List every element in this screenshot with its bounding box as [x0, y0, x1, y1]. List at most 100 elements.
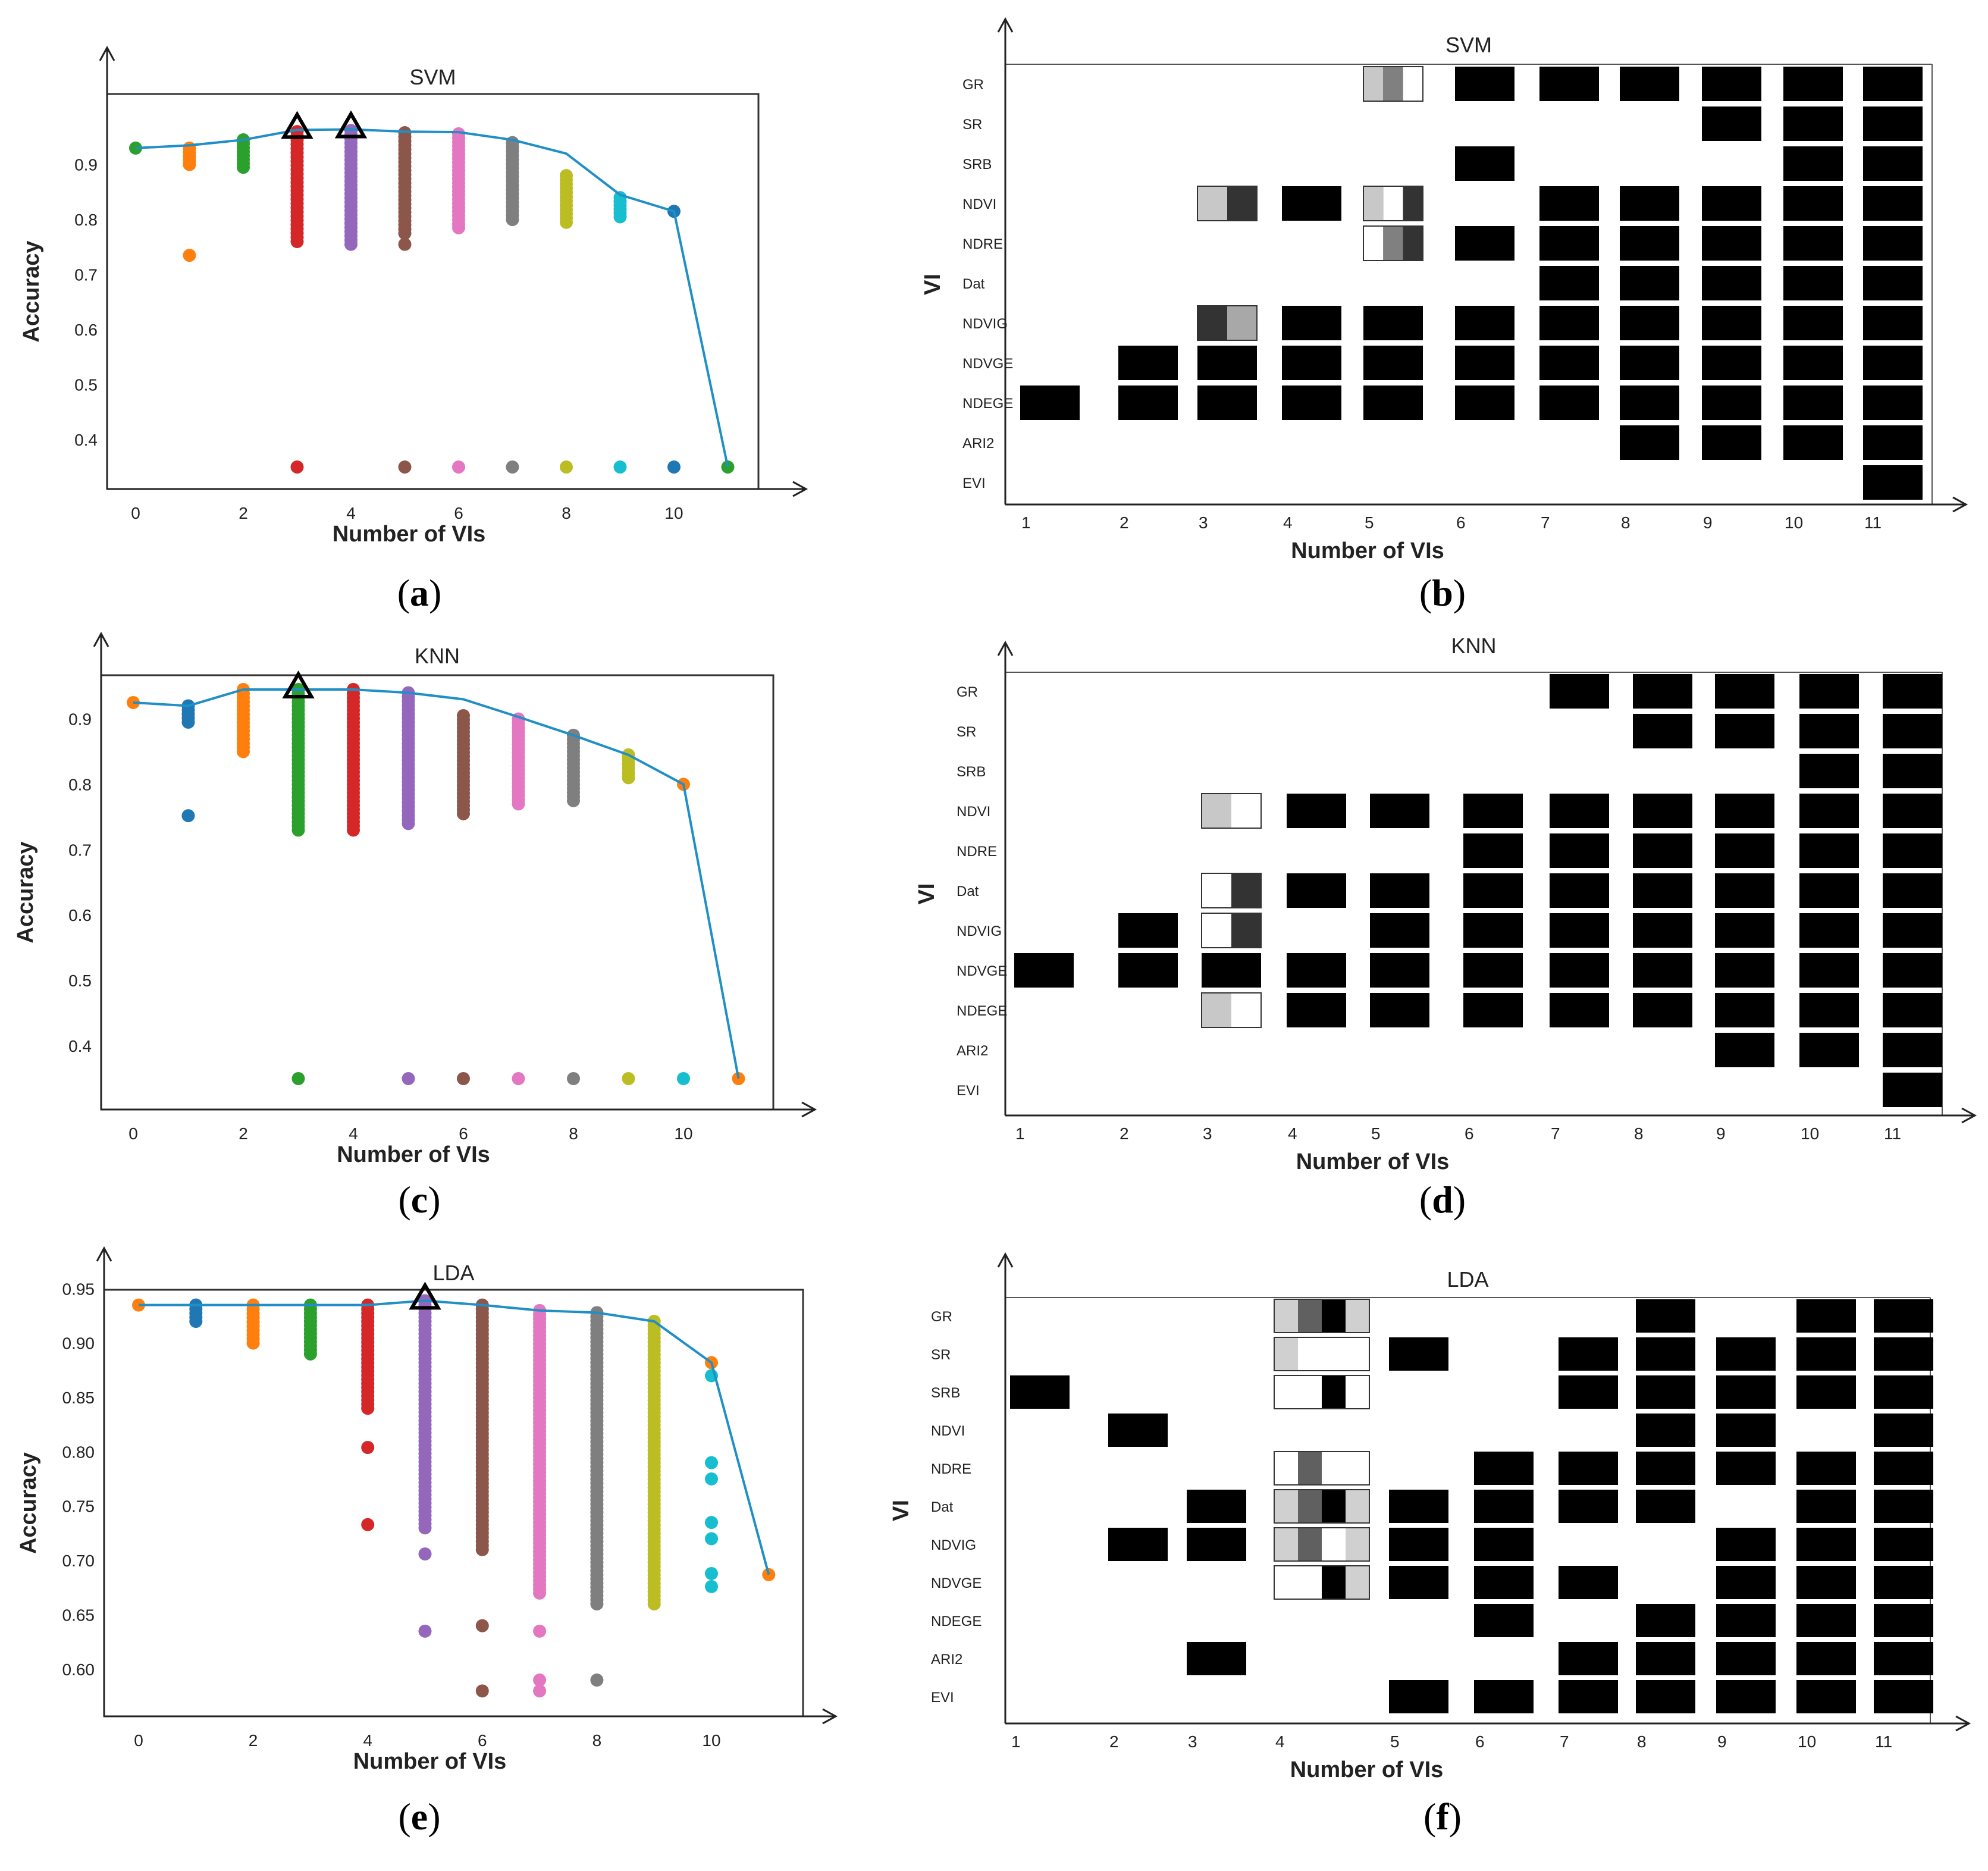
selected-vi-cell — [1363, 346, 1423, 380]
best-accuracy-line — [133, 688, 740, 1079]
data-point-outlier — [398, 237, 412, 251]
vi-row-label: NDVGE — [957, 963, 1007, 979]
caption-letter: d — [1432, 1179, 1453, 1221]
selected-vi-cell — [1636, 1299, 1695, 1333]
x-tick-label: 8 — [562, 504, 571, 522]
selected-vi-cell — [1550, 674, 1609, 709]
y-tick-label: 0.60 — [62, 1660, 95, 1679]
x-tick-label: 9 — [1716, 1124, 1726, 1143]
selected-vi-cell — [1715, 1033, 1774, 1067]
vi-row-label: NDVI — [962, 196, 996, 212]
selected-vi-cell — [1539, 306, 1599, 340]
selected-vi-cell — [1463, 833, 1523, 868]
x-axis-head — [801, 1101, 817, 1118]
selected-vi-cell — [1796, 1642, 1856, 1675]
data-point-outlier — [457, 1072, 470, 1086]
y-tick-label: 0.7 — [74, 266, 98, 284]
vi-row-label: SRB — [962, 156, 992, 173]
caption-letter: f — [1436, 1795, 1449, 1838]
split-cell-segment — [1231, 993, 1261, 1027]
y-tick-label: 0.8 — [68, 775, 92, 794]
selected-vi-cell — [1539, 186, 1599, 221]
split-cell-segment — [1298, 1490, 1322, 1523]
selected-vi-cell — [1874, 1452, 1933, 1485]
split-cell-segment — [1202, 913, 1231, 948]
selected-vi-cell — [1370, 953, 1429, 988]
y-tick-label: 0.65 — [62, 1606, 95, 1624]
x-tick-label: 11 — [1875, 1732, 1892, 1751]
selected-vi-cell — [1636, 1337, 1695, 1371]
selected-vi-cell — [1014, 953, 1074, 988]
selected-vi-cell — [1863, 306, 1923, 340]
selected-vi-cell — [1370, 794, 1429, 828]
selected-vi-cell — [1863, 266, 1923, 300]
x-tick-label: 7 — [1551, 1124, 1560, 1143]
split-cell-segment — [1383, 186, 1403, 221]
split-cell-segment — [1298, 1375, 1322, 1409]
panel-caption: (c) — [398, 1179, 440, 1221]
split-cell-border — [1274, 1299, 1370, 1333]
selected-vi-cell — [1389, 1680, 1448, 1713]
data-point-outlier — [398, 460, 412, 474]
selected-vi-cell — [1559, 1337, 1618, 1371]
selected-vi-cell — [1550, 993, 1609, 1027]
y-tick-label: 0.70 — [62, 1552, 95, 1570]
data-point-outlier — [512, 1072, 525, 1086]
selected-vi-cell — [1559, 1452, 1618, 1485]
x-tick-label: 3 — [1203, 1124, 1212, 1143]
selected-vi-cell — [1783, 226, 1843, 261]
data-point-outlier — [506, 460, 519, 474]
panel-d: KNN GR SR SRB NDVI NDRE Dat NDVIG NDVGE NDEGE ARI2… — [914, 634, 1977, 1221]
y-tick-label: 0.85 — [62, 1389, 95, 1407]
x-axis-label: Number of VIs — [337, 1142, 490, 1167]
selected-vi-cell — [1799, 993, 1859, 1027]
selected-vi-cell — [1799, 873, 1859, 908]
split-cell-border — [1274, 1565, 1370, 1600]
selected-vi-cell — [1474, 1528, 1534, 1561]
x-tick-label: 7 — [1560, 1732, 1569, 1751]
selected-vi-cell — [1539, 226, 1599, 261]
vi-row-label: EVI — [957, 1083, 980, 1099]
x-tick-label: 1 — [1015, 1124, 1025, 1143]
split-cell-segment — [1274, 1337, 1298, 1371]
split-cell-segment — [1403, 226, 1423, 261]
selected-vi-cell — [1863, 346, 1923, 380]
split-cell-segment — [1346, 1299, 1369, 1333]
split-cell-segment — [1346, 1528, 1369, 1561]
selected-vi-cell — [1883, 833, 1942, 868]
selected-vi-cell — [1118, 913, 1178, 948]
split-cell-segment — [1298, 1337, 1322, 1371]
selected-vi-cell — [1702, 266, 1761, 300]
selected-vi-cell — [1389, 1490, 1448, 1523]
split-cell-segment — [1322, 1299, 1346, 1333]
selected-vi-cell — [1883, 873, 1942, 908]
y-tick-label: 0.6 — [68, 906, 92, 924]
selected-vi-cell — [1783, 386, 1843, 420]
selected-vi-cell — [1363, 386, 1423, 420]
panel-caption: (b) — [1419, 572, 1466, 614]
selected-vi-cell — [1883, 794, 1942, 828]
y-axis-label: VI — [920, 274, 945, 295]
data-point — [560, 169, 573, 183]
data-point-outlier — [705, 1579, 718, 1593]
selected-vi-cell — [1287, 873, 1346, 908]
x-tick-label: 4 — [349, 1124, 358, 1143]
caption-paren-close: ) — [428, 1179, 440, 1221]
vi-row-label: NDVI — [957, 804, 990, 820]
selected-vi-cell — [1783, 346, 1843, 380]
selected-vi-cell — [1197, 386, 1257, 420]
panel-b: SVM GR SR SRB NDVI NDRE Dat NDVIG NDVGE NDEGE ARI2… — [920, 17, 1968, 614]
selected-vi-cell — [1550, 794, 1609, 828]
x-tick-label: 10 — [664, 504, 683, 522]
best-marker-triangle — [409, 1281, 441, 1310]
y-tick-label: 0.75 — [62, 1497, 95, 1516]
selected-vi-cell — [1118, 386, 1178, 420]
selected-vi-cell — [1187, 1642, 1246, 1675]
selected-vi-cell — [1463, 993, 1523, 1027]
vi-row-label: NDEGE — [962, 396, 1013, 412]
selected-vi-cell — [1874, 1642, 1933, 1675]
selected-vi-cell — [1620, 186, 1679, 221]
caption-paren-close: ) — [429, 572, 441, 614]
y-axis-head — [99, 45, 115, 61]
split-cell-segment — [1346, 1337, 1369, 1371]
